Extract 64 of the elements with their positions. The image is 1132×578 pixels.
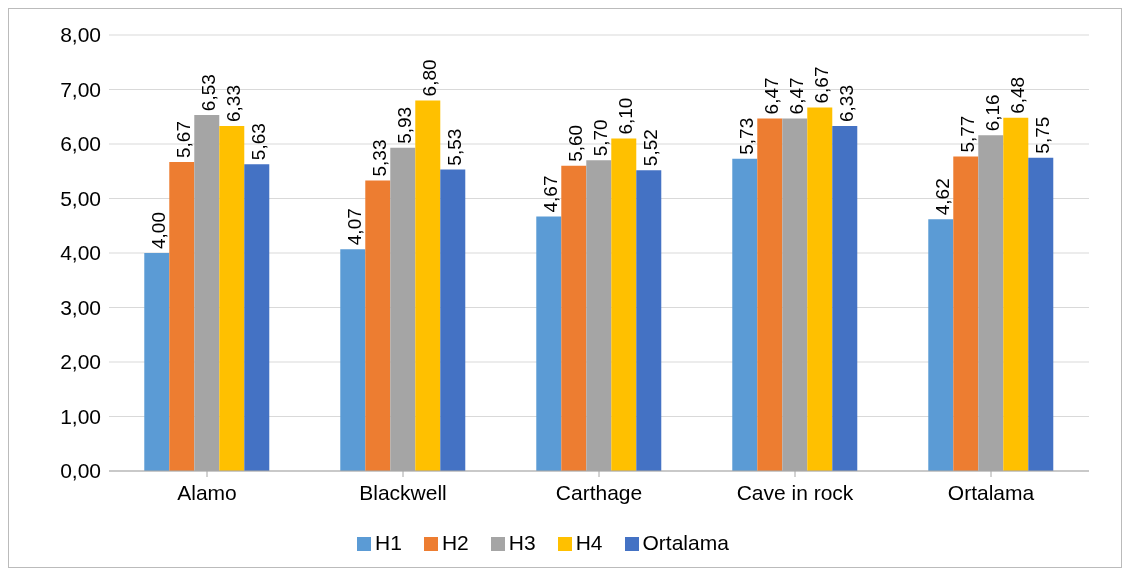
- bar: [219, 126, 245, 471]
- bar: [415, 100, 441, 471]
- bar: [757, 118, 783, 471]
- data-label: 4,62: [931, 178, 953, 216]
- legend-label: H3: [508, 531, 536, 554]
- data-label: 5,75: [1031, 116, 1053, 154]
- y-tick-label: 1,00: [60, 404, 101, 428]
- bar: [440, 169, 466, 471]
- data-label: 6,47: [785, 77, 807, 115]
- bar: [340, 249, 366, 471]
- data-label: 5,52: [639, 129, 661, 167]
- bar: [365, 180, 391, 471]
- bar: [953, 156, 979, 471]
- data-label: 4,07: [343, 208, 365, 246]
- legend-label: H4: [575, 531, 603, 554]
- data-label: 5,60: [564, 124, 586, 162]
- y-tick-label: 6,00: [60, 132, 101, 156]
- bar: [1028, 157, 1054, 471]
- y-tick-label: 0,00: [60, 459, 101, 483]
- x-tick-label: Ortalama: [947, 480, 1035, 504]
- data-label: 6,10: [614, 97, 636, 135]
- data-label: 6,53: [197, 74, 219, 112]
- data-label: 5,63: [247, 123, 269, 161]
- bar: [144, 253, 170, 471]
- data-label: 5,53: [443, 128, 465, 166]
- bar: [169, 161, 195, 471]
- bar: [636, 170, 662, 471]
- data-label: 4,00: [147, 212, 169, 249]
- x-tick-label: Blackwell: [359, 480, 447, 504]
- legend-label: Ortalama: [642, 531, 729, 554]
- y-tick-label: 8,00: [60, 23, 101, 47]
- data-label: 6,48: [1006, 76, 1028, 114]
- data-label: 4,67: [539, 175, 561, 213]
- bar: [611, 138, 637, 471]
- bar: [561, 165, 587, 471]
- y-tick-label: 7,00: [60, 77, 101, 101]
- data-label: 5,70: [589, 119, 611, 157]
- bar: [928, 219, 954, 471]
- legend-label: H2: [441, 531, 469, 554]
- data-label: 5,73: [735, 117, 757, 155]
- data-label: 5,93: [393, 106, 415, 144]
- y-tick-label: 3,00: [60, 295, 101, 319]
- bar: [832, 126, 858, 471]
- data-label: 6,33: [835, 85, 857, 123]
- y-tick-label: 4,00: [60, 241, 101, 265]
- x-tick-label: Alamo: [177, 480, 237, 504]
- data-label: 6,67: [810, 66, 832, 104]
- x-tick-label: Carthage: [555, 480, 643, 504]
- data-label: 5,33: [368, 139, 390, 177]
- data-label: 6,16: [981, 94, 1003, 132]
- bar: [1003, 117, 1029, 471]
- bar: [732, 158, 758, 471]
- data-label: 6,33: [222, 85, 244, 123]
- y-tick-label: 5,00: [60, 186, 101, 210]
- data-label: 6,47: [760, 77, 782, 115]
- bar: [807, 107, 833, 471]
- data-label: 5,67: [172, 121, 194, 158]
- data-label: 6,80: [418, 59, 440, 97]
- bar: [536, 216, 562, 471]
- y-tick-label: 2,00: [60, 350, 101, 374]
- data-label: 5,77: [956, 115, 978, 153]
- legend-label: H1: [375, 531, 402, 554]
- x-tick-label: Cave in rock: [736, 480, 854, 504]
- bar: [244, 164, 270, 471]
